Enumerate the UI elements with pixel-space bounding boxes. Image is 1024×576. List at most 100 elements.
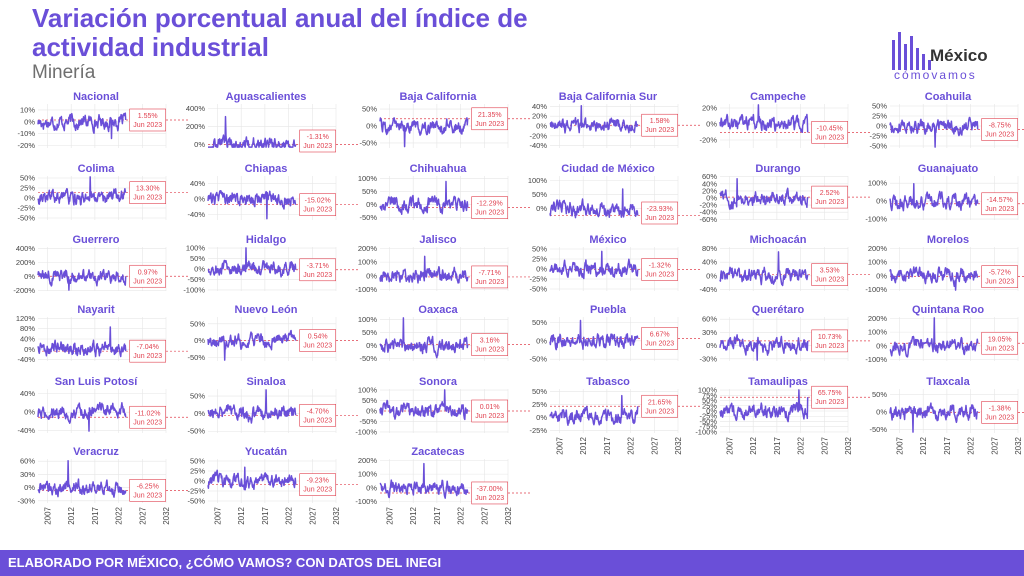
y-tick-label: -75% <box>699 422 717 431</box>
annotation-box <box>981 118 1019 141</box>
y-tick-label: 100% <box>868 258 888 267</box>
panel-durango: Durango 60%40%20%0%-20%-40%-60% 2.52% Jun 2… <box>699 163 870 224</box>
annotation-value: 19.05% <box>988 336 1012 343</box>
x-tick-label: 2007 <box>555 436 564 454</box>
panel-michoacán: Michoacán 80% 40% 0% -40% 3.53% Jun 2023 <box>699 234 870 294</box>
panel-ciudad-de-méxico: Ciudad de México 100% 50% 0% -23.93% Jun 2023 <box>528 163 700 225</box>
y-tick-label: 0% <box>536 265 547 274</box>
panel-title: Oaxaca <box>418 304 458 316</box>
annotation-value: -37.00% <box>477 486 503 493</box>
y-tick-label: 40% <box>20 335 35 344</box>
series-line <box>379 389 469 421</box>
y-tick-label: 0% <box>194 477 205 486</box>
annotation-date: Jun 2023 <box>815 134 844 141</box>
annotation-value: 3.16% <box>480 338 500 345</box>
y-tick-label: 0% <box>706 194 717 203</box>
y-tick-label: 50% <box>362 105 377 114</box>
x-tick-label: 2027 <box>990 436 999 454</box>
y-tick-label: -100% <box>355 285 377 294</box>
annotation-date: Jun 2023 <box>133 195 162 202</box>
y-tick-label: 20% <box>532 112 547 121</box>
annotation-value: -7.71% <box>479 270 501 277</box>
annotation-value: -3.71% <box>307 263 329 270</box>
panel-coahuila: Coahuila 50%25%0%-25%-50% -8.75% Jun 2023 <box>869 91 1024 151</box>
annotation-box <box>299 329 337 352</box>
annotation-date: Jun 2023 <box>645 215 674 222</box>
y-tick-label: -20% <box>529 131 547 140</box>
panel-tlaxcala: Tlaxcala 50% 0% -50% -1.38% Jun 2023 <box>869 376 1024 434</box>
y-tick-label: 0% <box>24 483 35 492</box>
x-axis-2: 2007 2012 2017 2022 2027 2032 <box>385 506 513 524</box>
x-tick-label: 2022 <box>967 436 976 454</box>
panel-baja-california: Baja California 50% 0% -50% 21.35% Jun 2023 <box>359 91 530 148</box>
annotation-value: -23.93% <box>647 206 673 213</box>
panel-title: Tlaxcala <box>926 376 970 388</box>
x-tick-label: 2032 <box>1014 436 1023 454</box>
logo-tagline: cómovamos <box>894 68 977 82</box>
y-tick-label: -40% <box>699 208 717 217</box>
y-tick-label: -25% <box>17 204 35 213</box>
series-line <box>379 462 469 499</box>
y-tick-label: 0% <box>366 271 377 280</box>
page-title: Variación porcentual anual del índice de… <box>32 3 528 62</box>
series-line <box>37 112 127 140</box>
panel-title: Aguascalientes <box>226 91 307 103</box>
y-tick-label: -100% <box>355 427 377 436</box>
y-tick-label: -100% <box>355 497 377 506</box>
panel-sinaloa: Sinaloa 50% 0% -50% -4.70% Jun 2023 <box>187 376 358 436</box>
y-tick-label: 0% <box>194 265 205 274</box>
annotation-box <box>299 473 337 496</box>
panel-chihuahua: Chihuahua 100% 50% 0% -50% -12.29% Jun 2023 <box>358 163 530 222</box>
y-tick-label: -200% <box>13 286 35 295</box>
y-tick-label: -50% <box>529 285 547 294</box>
y-tick-label: 0% <box>24 194 35 203</box>
y-tick-label: -30% <box>699 354 717 363</box>
x-axis-5: 2007 2012 2017 2022 2027 2032 <box>895 436 1023 454</box>
y-tick-label: 0% <box>24 408 35 417</box>
panel-title: Hidalgo <box>246 234 287 246</box>
y-tick-label: -40% <box>187 210 205 219</box>
annotation-value: -10.45% <box>817 125 843 132</box>
annotation-box <box>471 481 509 505</box>
annotation-value: -14.57% <box>987 197 1013 204</box>
y-tick-label: 50% <box>532 387 547 396</box>
y-tick-label: 100% <box>358 470 378 479</box>
y-tick-label: 50% <box>362 396 377 405</box>
y-tick-label: 100% <box>868 328 888 337</box>
y-tick-label: -25% <box>187 487 205 496</box>
y-tick-label: 50% <box>532 245 547 254</box>
series-line <box>207 389 297 424</box>
series-line <box>719 104 809 134</box>
x-tick-label: 2027 <box>650 436 659 454</box>
annotation-date: Jun 2023 <box>133 353 162 360</box>
annotation-box <box>129 479 167 502</box>
y-tick-label: 30% <box>702 328 717 337</box>
y-tick-label: -40% <box>17 426 35 435</box>
x-tick-label: 2027 <box>308 506 317 524</box>
x-tick-label: 2012 <box>579 436 588 454</box>
y-tick-label: -100% <box>865 355 887 364</box>
x-tick-label: 2017 <box>433 506 442 524</box>
x-tick-label: 2007 <box>895 436 904 454</box>
annotation-date: Jun 2023 <box>475 210 504 217</box>
panel-title: Sinaloa <box>246 376 286 388</box>
y-tick-label: -50% <box>359 354 377 363</box>
y-tick-label: -50% <box>869 425 887 434</box>
panel-san-luis-potosí: San Luis Potosí 40% 0% -40% -11.02% Jun 2023 <box>17 376 188 435</box>
x-tick-label: 2012 <box>409 506 418 524</box>
x-tick-label: 2022 <box>115 506 124 524</box>
series-line <box>889 402 979 433</box>
panel-title: Nuevo León <box>235 304 298 316</box>
y-tick-label: -50% <box>359 417 377 426</box>
annotation-date: Jun 2023 <box>303 272 332 279</box>
x-tick-label: 2032 <box>844 436 853 454</box>
annotation-value: -4.70% <box>307 408 329 415</box>
panel-aguascalientes: Aguascalientes 400% 200% 0% -1.31% Jun 2023 <box>186 91 358 153</box>
annotation-value: 10.73% <box>818 334 842 341</box>
panel-title: Baja California Sur <box>559 91 658 103</box>
series-line <box>719 389 809 423</box>
annotation-date: Jun 2023 <box>815 199 844 206</box>
y-tick-label: 0% <box>536 336 547 345</box>
y-tick-label: 200% <box>868 244 888 253</box>
annotation-date: Jun 2023 <box>133 122 162 129</box>
